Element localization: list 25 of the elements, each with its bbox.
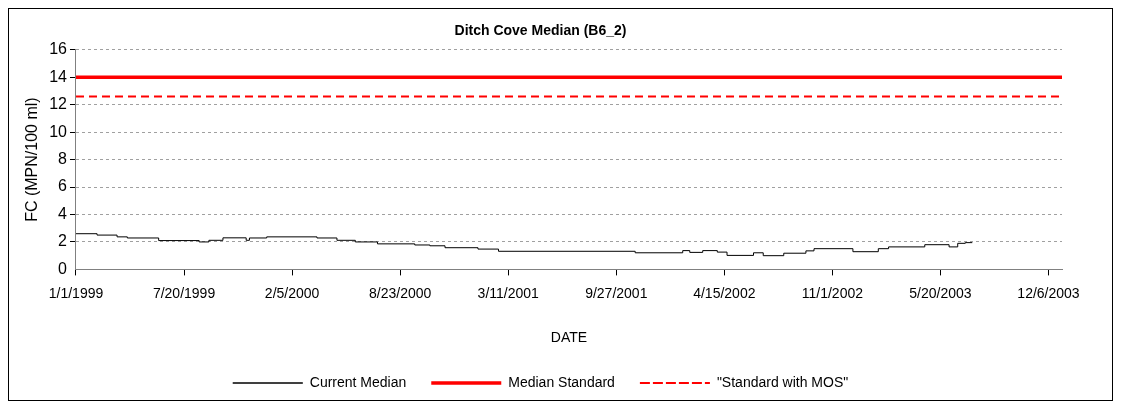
x-tick-label: 12/6/2003 [1017,284,1080,301]
y-axis-title: FC (MPN/100 ml) [23,97,41,222]
y-tick-label: 14 [49,67,68,85]
x-tick-label: 7/20/1999 [152,284,216,301]
legend-label: Current Median [309,373,407,390]
chart-title: Ditch Cove Median (B6_2) [454,22,627,39]
y-tick-label: 0 [58,259,68,277]
y-tick-label: 6 [58,177,68,195]
x-axis-title: DATE [550,329,588,346]
x-tick-label: 4/15/2002 [693,284,756,301]
legend-label: "Standard with MOS" [716,373,849,390]
x-tick-label: 8/23/2000 [369,284,432,301]
y-tick-label: 12 [49,95,68,113]
y-tick-label: 8 [58,150,68,168]
x-tick-label: 2/5/2000 [264,284,320,301]
x-tick-label: 5/20/2003 [909,284,972,301]
x-tick-label: 11/1/2002 [801,284,864,301]
y-tick-label: 16 [49,40,68,58]
x-tick-label: 9/27/2001 [585,284,648,301]
x-tick-label: 1/1/1999 [48,284,104,301]
y-tick-label: 4 [58,204,68,222]
x-tick-label: 3/11/2001 [477,284,540,301]
legend-label: Median Standard [508,373,615,390]
y-tick-label: 2 [58,232,68,250]
y-tick-label: 10 [49,122,68,140]
